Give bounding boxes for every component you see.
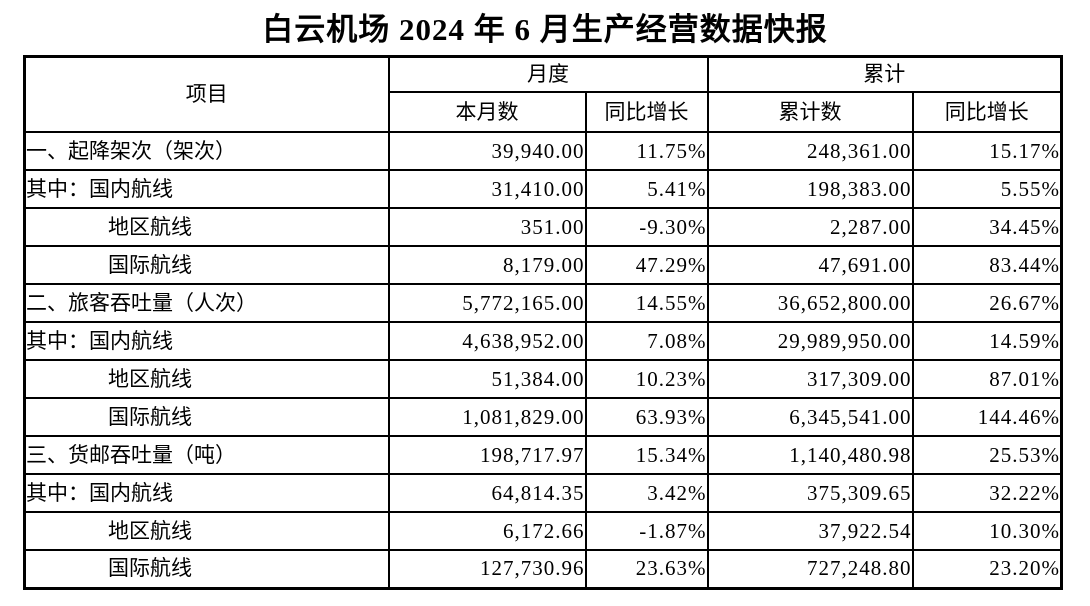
item-label-cell: 地区航线 xyxy=(23,511,390,552)
cumulative-value-cell: 36,652,800.00 xyxy=(706,283,914,324)
cumulative-yoy-cell: 144.46% xyxy=(911,397,1063,438)
cumulative-value-cell: 37,922.54 xyxy=(706,511,914,552)
monthly-yoy-cell: -9.30% xyxy=(584,207,709,248)
header-monthly-value: 本月数 xyxy=(387,91,587,134)
cumulative-yoy-cell: 5.55% xyxy=(911,169,1063,210)
cumulative-value-cell: 317,309.00 xyxy=(706,359,914,400)
monthly-yoy-cell: -1.87% xyxy=(584,511,709,552)
header-cumulative-yoy: 同比增长 xyxy=(911,91,1063,134)
cumulative-value-cell: 1,140,480.98 xyxy=(706,435,914,476)
table-row: 地区航线 351.00 -9.30% 2,287.00 34.45% xyxy=(23,207,1063,248)
header-cumulative-group: 累计 xyxy=(706,55,1063,94)
cumulative-value-cell: 6,345,541.00 xyxy=(706,397,914,438)
monthly-value-cell: 51,384.00 xyxy=(387,359,587,400)
table-row: 一、起降架次（架次） 39,940.00 11.75% 248,361.00 15.17… xyxy=(23,131,1063,172)
cumulative-yoy-cell: 15.17% xyxy=(911,131,1063,172)
item-label-cell: 其中：国内航线 xyxy=(23,321,390,362)
item-label-cell: 地区航线 xyxy=(23,207,390,248)
header-item: 项目 xyxy=(23,55,390,134)
table-row: 地区航线 6,172.66 -1.87% 37,922.54 10.30% xyxy=(23,511,1063,552)
table-row: 地区航线 51,384.00 10.23% 317,309.00 87.01% xyxy=(23,359,1063,400)
table-row: 国际航线 1,081,829.00 63.93% 6,345,541.00 144.46… xyxy=(23,397,1063,438)
table-row: 国际航线 8,179.00 47.29% 47,691.00 83.44% xyxy=(23,245,1063,286)
monthly-yoy-cell: 15.34% xyxy=(584,435,709,476)
header-row-groups: 项目 月度 累计 xyxy=(23,55,1063,134)
monthly-yoy-cell: 63.93% xyxy=(584,397,709,438)
monthly-value-cell: 5,772,165.00 xyxy=(387,283,587,324)
report-table-header: 项目 月度 累计 本月数 同比增长 累计数 同比增长 xyxy=(23,55,1063,134)
item-label-cell: 国际航线 xyxy=(23,245,390,286)
table-row: 三、货邮吞吐量（吨） 198,717.97 15.34% 1,140,480.98 25… xyxy=(23,435,1063,476)
cumulative-value-cell: 375,309.65 xyxy=(706,473,914,514)
monthly-value-cell: 351.00 xyxy=(387,207,587,248)
monthly-yoy-cell: 7.08% xyxy=(584,321,709,362)
cumulative-value-cell: 248,361.00 xyxy=(706,131,914,172)
monthly-yoy-cell: 23.63% xyxy=(584,549,709,590)
item-label-cell: 二、旅客吞吐量（人次） xyxy=(23,283,390,324)
cumulative-yoy-cell: 10.30% xyxy=(911,511,1063,552)
table-row: 其中：国内航线 4,638,952.00 7.08% 29,989,950.00 14.… xyxy=(23,321,1063,362)
monthly-value-cell: 4,638,952.00 xyxy=(387,321,587,362)
monthly-yoy-cell: 5.41% xyxy=(584,169,709,210)
monthly-yoy-cell: 11.75% xyxy=(584,131,709,172)
header-monthly-yoy: 同比增长 xyxy=(584,91,709,134)
monthly-value-cell: 198,717.97 xyxy=(387,435,587,476)
cumulative-yoy-cell: 14.59% xyxy=(911,321,1063,362)
header-cumulative-value: 累计数 xyxy=(706,91,914,134)
table-row: 其中：国内航线 64,814.35 3.42% 375,309.65 32.22% xyxy=(23,473,1063,514)
monthly-yoy-cell: 3.42% xyxy=(584,473,709,514)
item-label-cell: 其中：国内航线 xyxy=(23,473,390,514)
table-row: 二、旅客吞吐量（人次） 5,772,165.00 14.55% 36,652,800.… xyxy=(23,283,1063,324)
page-title: 白云机场 2024 年 6 月生产经营数据快报 xyxy=(262,12,828,47)
cumulative-value-cell: 727,248.80 xyxy=(706,549,914,590)
item-label-cell: 一、起降架次（架次） xyxy=(23,131,390,172)
cumulative-value-cell: 29,989,950.00 xyxy=(706,321,914,362)
item-label-cell: 国际航线 xyxy=(23,549,390,590)
monthly-value-cell: 31,410.00 xyxy=(387,169,587,210)
report-table-body: 一、起降架次（架次） 39,940.00 11.75% 248,361.00 15.17… xyxy=(23,131,1063,590)
cumulative-yoy-cell: 83.44% xyxy=(911,245,1063,286)
monthly-value-cell: 127,730.96 xyxy=(387,549,587,590)
monthly-yoy-cell: 14.55% xyxy=(584,283,709,324)
report-table: 项目 月度 累计 本月数 同比增长 累计数 同比增长 一、起降架次（架次） 39,… xyxy=(23,55,1063,590)
cumulative-yoy-cell: 23.20% xyxy=(911,549,1063,590)
cumulative-value-cell: 2,287.00 xyxy=(706,207,914,248)
cumulative-yoy-cell: 87.01% xyxy=(911,359,1063,400)
monthly-value-cell: 39,940.00 xyxy=(387,131,587,172)
cumulative-yoy-cell: 26.67% xyxy=(911,283,1063,324)
table-row: 其中：国内航线 31,410.00 5.41% 198,383.00 5.55% xyxy=(23,169,1063,210)
item-label-cell: 国际航线 xyxy=(23,397,390,438)
monthly-value-cell: 8,179.00 xyxy=(387,245,587,286)
monthly-value-cell: 1,081,829.00 xyxy=(387,397,587,438)
monthly-yoy-cell: 10.23% xyxy=(584,359,709,400)
header-row-subcolumns: 本月数 同比增长 累计数 同比增长 xyxy=(25,91,1063,134)
table-row: 国际航线 127,730.96 23.63% 727,248.80 23.20% xyxy=(23,549,1063,590)
monthly-value-cell: 6,172.66 xyxy=(387,511,587,552)
monthly-value-cell: 64,814.35 xyxy=(387,473,587,514)
cumulative-yoy-cell: 25.53% xyxy=(911,435,1063,476)
monthly-yoy-cell: 47.29% xyxy=(584,245,709,286)
item-label-cell: 其中：国内航线 xyxy=(23,169,390,210)
cumulative-value-cell: 47,691.00 xyxy=(706,245,914,286)
header-monthly-group: 月度 xyxy=(387,55,709,94)
cumulative-value-cell: 198,383.00 xyxy=(706,169,914,210)
cumulative-yoy-cell: 34.45% xyxy=(911,207,1063,248)
cumulative-yoy-cell: 32.22% xyxy=(911,473,1063,514)
item-label-cell: 地区航线 xyxy=(23,359,390,400)
item-label-cell: 三、货邮吞吐量（吨） xyxy=(23,435,390,476)
